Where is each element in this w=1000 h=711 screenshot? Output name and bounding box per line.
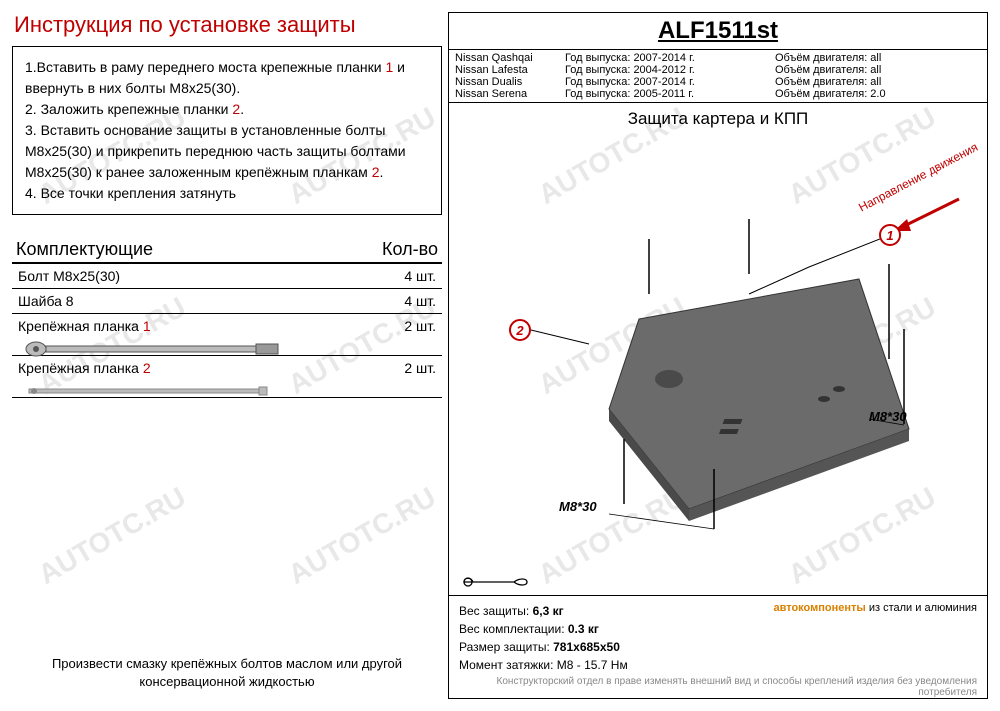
diagram-svg xyxy=(449,129,979,549)
vehicle-row: Nissan SerenaГод выпуска: 2005-2011 г.Об… xyxy=(455,88,981,100)
components-title: Комплектующие xyxy=(16,239,153,260)
step-1: 1.Вставить в раму переднего моста крепеж… xyxy=(25,57,429,99)
step-2: 2. Заложить крепежные планки 2. xyxy=(25,99,429,120)
page: Инструкция по установке защиты 1.Вставит… xyxy=(0,0,1000,711)
step-4: 4. Все точки крепления затянуть xyxy=(25,183,429,204)
callout-1: 1 xyxy=(879,224,901,246)
bottom-credit: Конструкторский отдел в праве изменять в… xyxy=(449,676,987,698)
bracket-icon xyxy=(24,340,284,358)
components-qty-title: Кол-во xyxy=(382,239,438,260)
vehicle-table: Nissan QashqaiГод выпуска: 2007-2014 г.О… xyxy=(449,50,987,103)
component-row: Болт М8х25(30)4 шт. xyxy=(12,264,442,289)
main-title: Инструкция по установке защиты xyxy=(12,12,442,38)
diagram-area: Направление движения xyxy=(449,129,987,595)
specs-box: Вес защиты: 6,3 кг Вес комплектации: 0.3… xyxy=(449,595,987,676)
right-panel: ALF1511st Nissan QashqaiГод выпуска: 200… xyxy=(448,12,988,699)
spec-size: Размер защиты: 781х685х50 xyxy=(459,638,977,656)
components-header: Комплектующие Кол-во xyxy=(12,239,442,264)
vehicle-row: Nissan LafestaГод выпуска: 2004-2012 г.О… xyxy=(455,64,981,76)
component-row: Крепёжная планка 12 шт. xyxy=(12,314,442,356)
instructions-box: 1.Вставить в раму переднего моста крепеж… xyxy=(12,46,442,215)
bolt-label: М8*30 xyxy=(559,499,597,514)
spec-torque: Момент затяжки: М8 - 15.7 Нм xyxy=(459,656,977,674)
callout-2: 2 xyxy=(509,319,531,341)
subtitle: Защита картера и КПП xyxy=(449,103,987,129)
footnote: Произвести смазку крепёжных болтов масло… xyxy=(12,655,442,699)
vehicle-row: Nissan DualisГод выпуска: 2007-2014 г.Об… xyxy=(455,76,981,88)
component-row: Шайба 84 шт. xyxy=(12,289,442,314)
step-3: 3. Вставить основание защиты в установле… xyxy=(25,120,429,183)
spec-kit-weight: Вес комплектации: 0.3 кг xyxy=(459,620,977,638)
brand-label: автокомпоненты из стали и алюминия xyxy=(773,600,977,617)
spec-header: ALF1511st xyxy=(449,13,987,50)
bracket-icon xyxy=(24,382,284,400)
vehicle-row: Nissan QashqaiГод выпуска: 2007-2014 г.О… xyxy=(455,52,981,64)
left-panel: Инструкция по установке защиты 1.Вставит… xyxy=(12,12,442,699)
wrench-icon xyxy=(459,572,529,592)
component-row: Крепёжная планка 22 шт. xyxy=(12,356,442,398)
components-table: Болт М8х25(30)4 шт.Шайба 84 шт.Крепёжная… xyxy=(12,264,442,398)
bolt-label: М8*30 xyxy=(869,409,907,424)
part-number: ALF1511st xyxy=(457,17,979,45)
